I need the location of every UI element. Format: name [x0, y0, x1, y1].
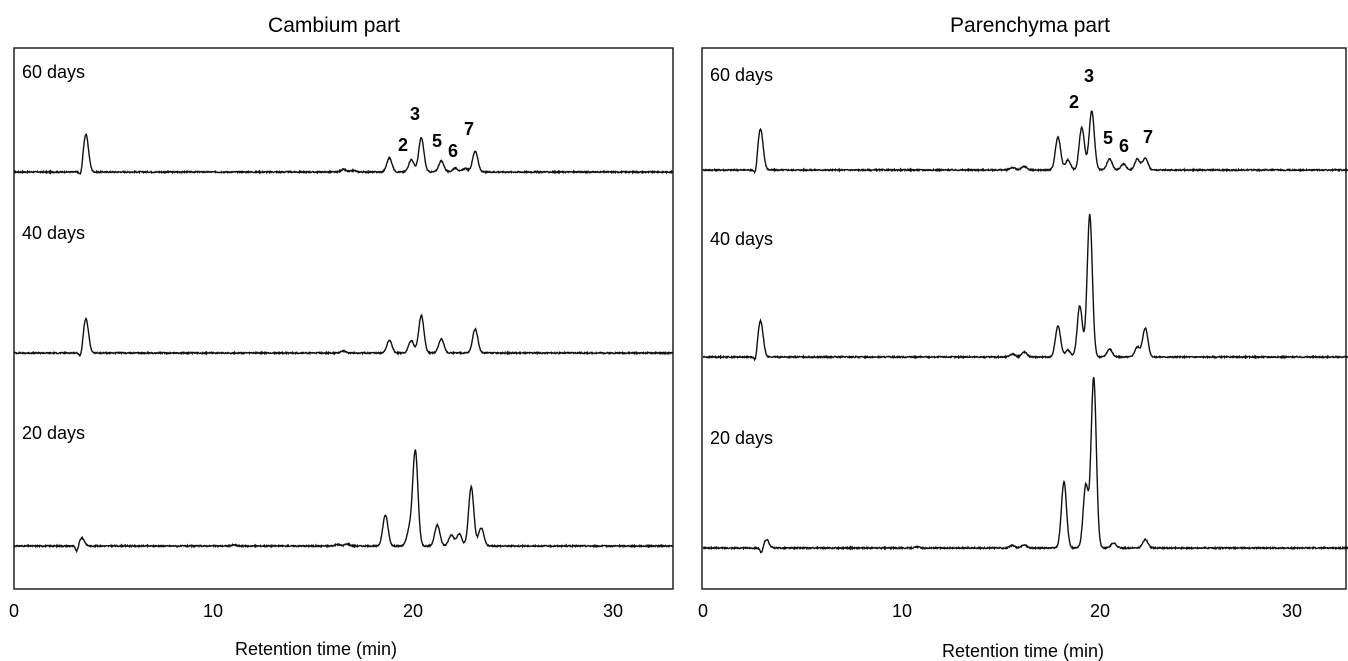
parenchyma-panel: Parenchyma part 60 days 2 3 5 6 7 40 day… — [698, 14, 1348, 661]
trace-20-days — [13, 448, 674, 554]
peak-label-6: 6 — [1119, 136, 1129, 156]
trace-label-20-days: 20 days — [710, 428, 773, 448]
peak-label-3: 3 — [410, 104, 420, 124]
peak-label-3: 3 — [1084, 66, 1094, 86]
trace-60-days — [13, 133, 674, 175]
trace-40-days — [13, 313, 674, 358]
trace-label-60-days: 60 days — [710, 65, 773, 85]
peak-label-5: 5 — [432, 131, 442, 151]
x-axis-label: Retention time (min) — [235, 639, 397, 659]
peak-label-7: 7 — [464, 119, 474, 139]
panel-title: Cambium part — [268, 14, 400, 37]
trace-label-40-days: 40 days — [710, 229, 773, 249]
panel-title: Parenchyma part — [950, 14, 1110, 37]
trace-label-40-days: 40 days — [22, 223, 85, 243]
peak-label-6: 6 — [448, 141, 458, 161]
peak-label-5: 5 — [1103, 128, 1113, 148]
trace-20-days — [702, 377, 1348, 554]
plot-frame — [13, 47, 674, 590]
x-tick-label-10: 10 — [892, 601, 912, 621]
x-tick-label-20: 20 — [1090, 601, 1110, 621]
trace-label-20-days: 20 days — [22, 423, 85, 443]
peak-label-7: 7 — [1143, 127, 1153, 147]
trace-40-days — [702, 213, 1348, 362]
x-axis-label: Retention time (min) — [942, 641, 1104, 661]
x-tick-label-10: 10 — [203, 601, 223, 621]
x-tick-label-20: 20 — [403, 601, 423, 621]
trace-label-60-days: 60 days — [22, 62, 85, 82]
x-tick-label-30: 30 — [603, 601, 623, 621]
peak-label-2: 2 — [1069, 92, 1079, 112]
x-tick-label-30: 30 — [1282, 601, 1302, 621]
peak-label-2: 2 — [398, 135, 408, 155]
cambium-panel: Cambium part 60 days 2 3 5 6 7 40 days 2… — [9, 14, 674, 659]
plot-frame — [701, 47, 1347, 590]
trace-60-days — [702, 110, 1348, 175]
x-tick-label-0: 0 — [9, 601, 19, 621]
x-tick-label-0: 0 — [698, 601, 708, 621]
